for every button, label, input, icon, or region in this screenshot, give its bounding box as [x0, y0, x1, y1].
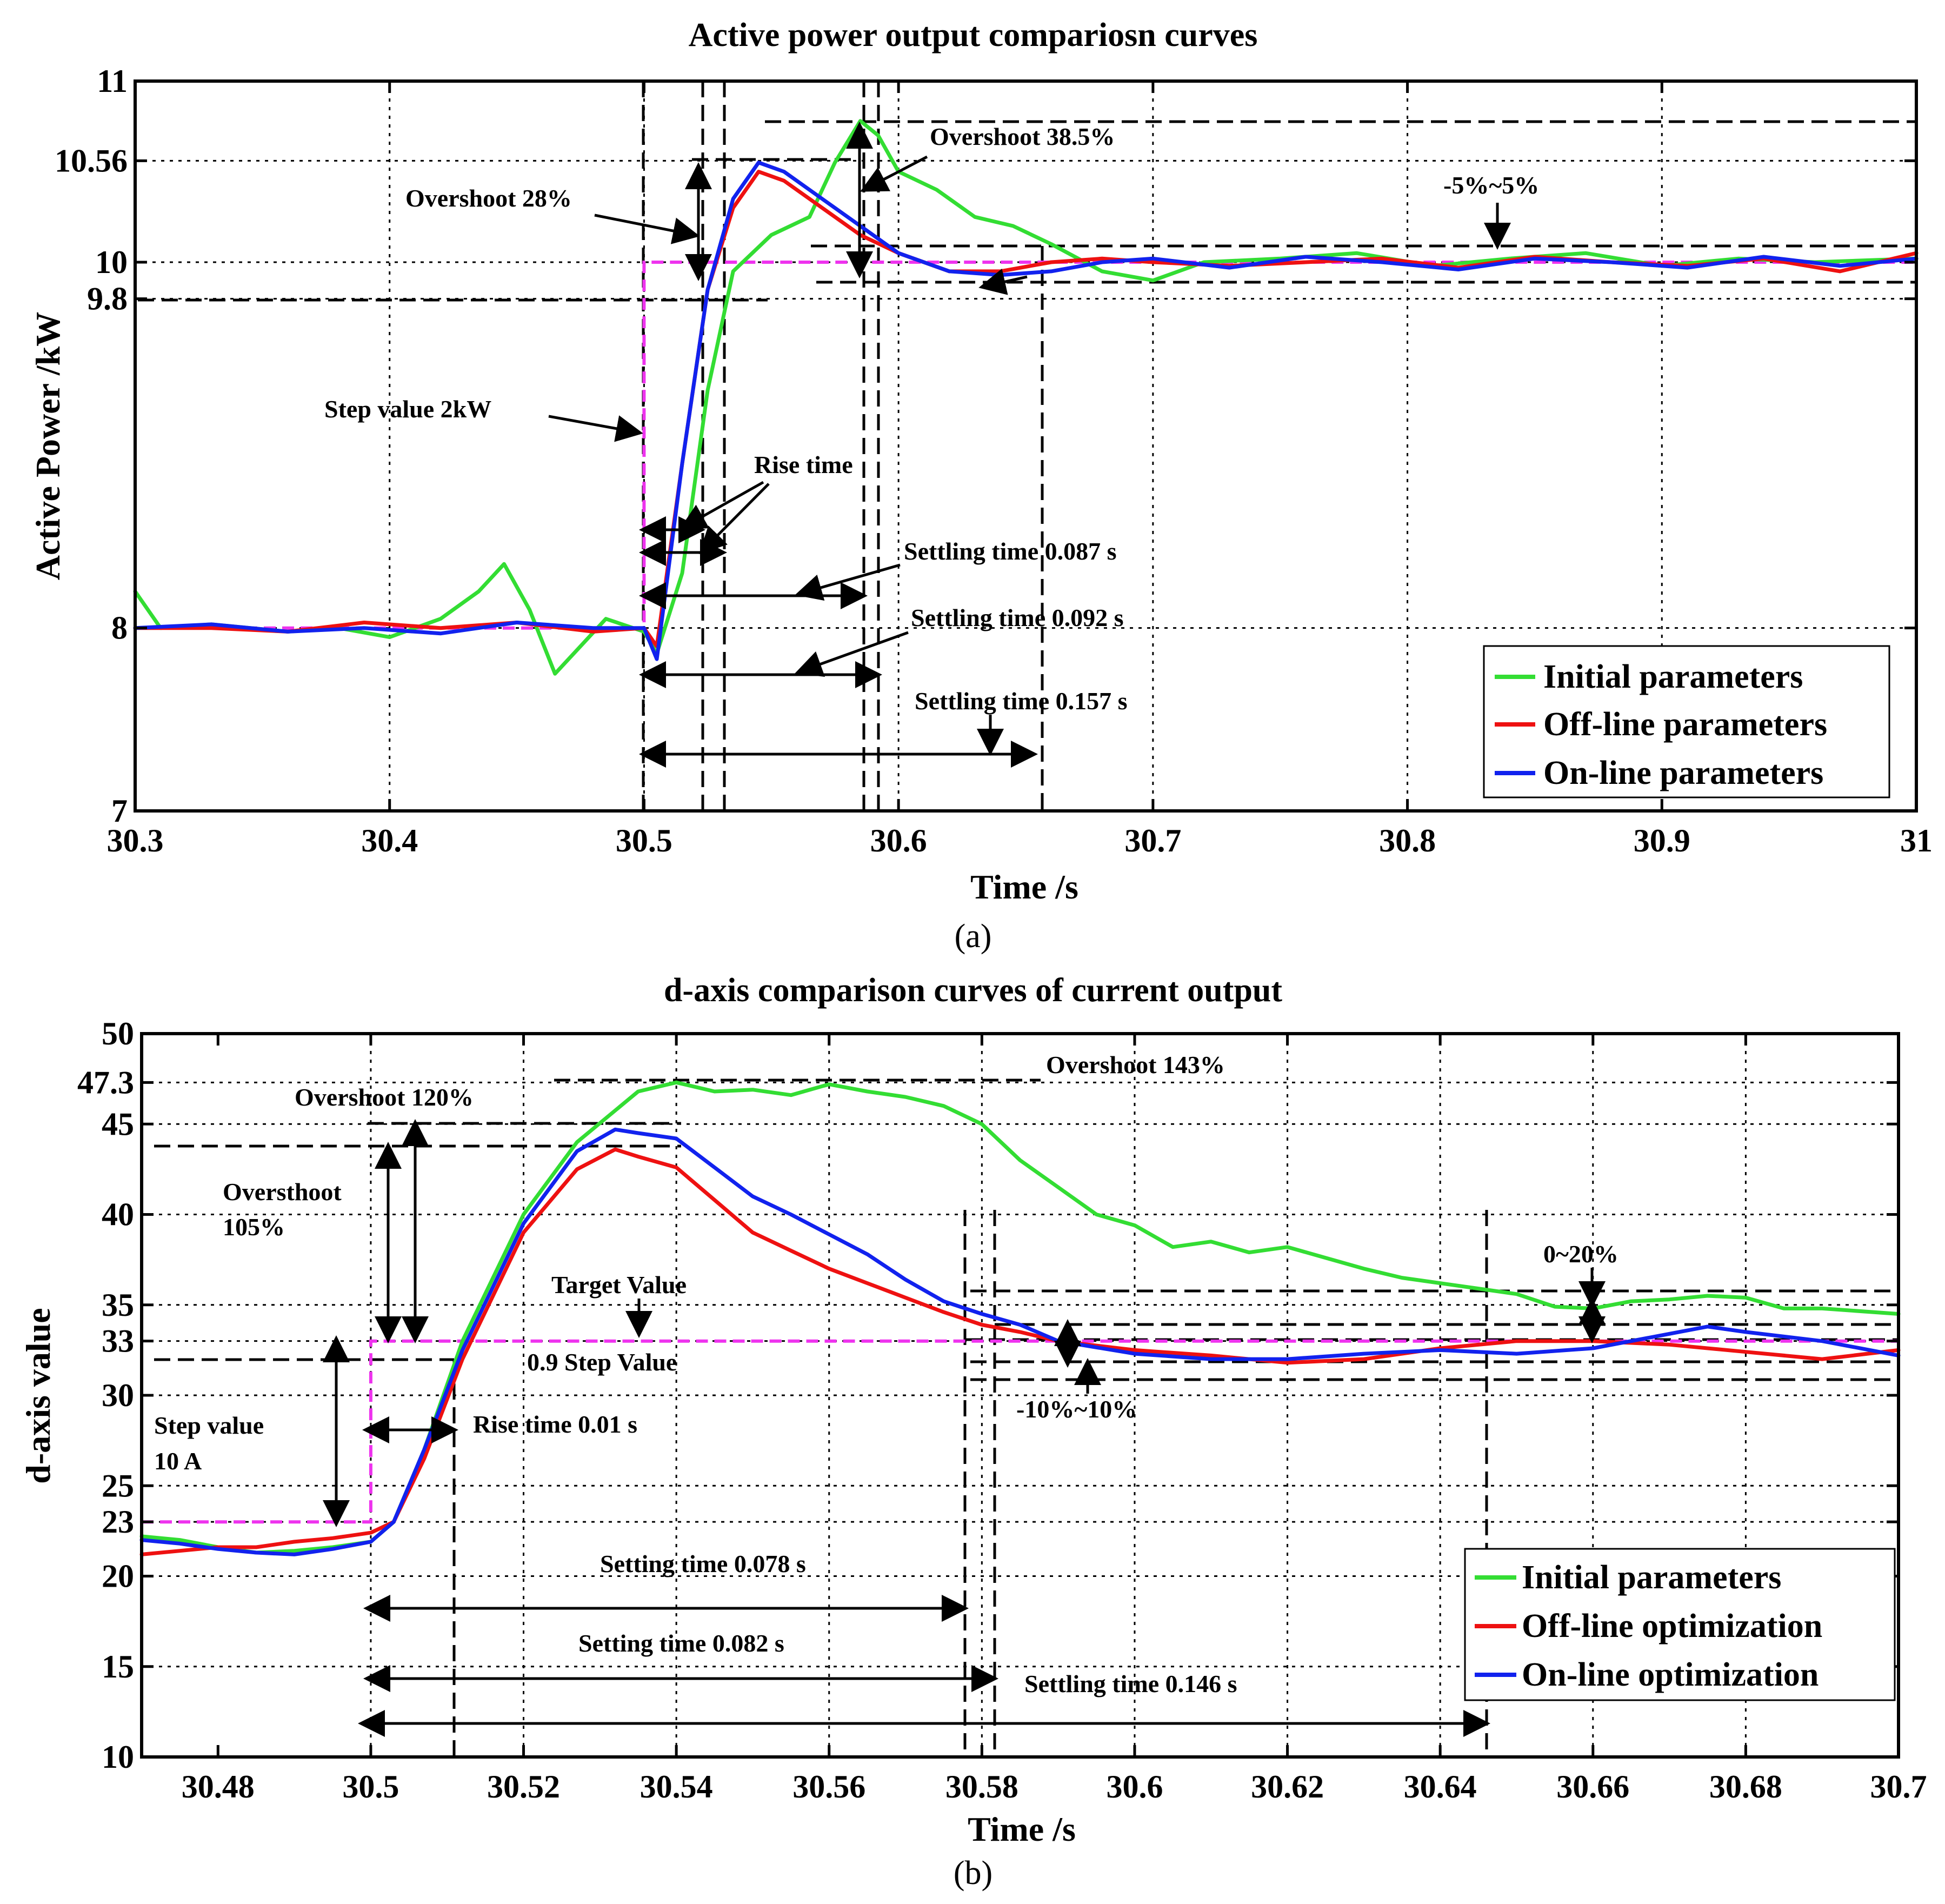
series-line-online: [133, 161, 1919, 661]
annotation-overshoot-28: Overshoot 28%: [405, 184, 572, 212]
y-tick-label: 11: [97, 63, 128, 99]
y-tick-label: 45: [102, 1106, 134, 1142]
annotation-overshoot-105-a: Oversthoot: [223, 1178, 342, 1206]
x-tick-label: 30.6: [1106, 1769, 1163, 1805]
annotation-settling-0-087: Settling time 0.087 s: [904, 537, 1117, 565]
x-tick-label: 30.68: [1709, 1769, 1782, 1805]
chart-b-curves: [139, 1080, 1901, 1556]
chart-a-title: Active power output compariosn curves: [689, 17, 1258, 54]
annotation-overshoot-38-5: Overshoot 38.5%: [930, 123, 1115, 150]
x-tick-label: 30.5: [616, 823, 672, 858]
annotation-settling-0-146: Settling time 0.146 s: [1024, 1670, 1237, 1697]
annotation-step-value: Step value 2kW: [324, 395, 491, 423]
legend-b-initial: Initial parameters: [1522, 1559, 1781, 1596]
annotation-rise-time: Rise time: [754, 451, 853, 478]
y-tick-label: 23: [102, 1504, 134, 1540]
annotation-settling-0-092: Settling time 0.092 s: [911, 604, 1124, 631]
chart-a-annotations: Overshoot 38.5% Overshoot 28% -5%~5% Ste…: [324, 122, 1539, 768]
chart-a-curves: [133, 119, 1919, 676]
annotation-setting-0-082: Setting time 0.082 s: [578, 1629, 784, 1657]
chart-a-x-ticks: 30.3 30.4 30.5 30.6 30.7 30.8 30.9 31: [107, 81, 1933, 858]
chart-a-x-label: Time /s: [970, 868, 1078, 906]
x-tick-label: 30.8: [1379, 823, 1436, 858]
y-tick-label: 9.8: [87, 281, 128, 317]
chart-b-annotations: Overshoot 143% Overshoot 120% Oversthoot…: [154, 1051, 1618, 1737]
series-line-initial: [139, 1080, 1901, 1555]
y-tick-label: 15: [102, 1649, 134, 1685]
x-tick-label: 30.5: [342, 1769, 399, 1805]
chart-a-plot-frame: [134, 79, 1918, 813]
y-tick-label: 20: [102, 1559, 134, 1594]
legend-b-offline: Off-line optimization: [1522, 1608, 1822, 1645]
x-tick-label: 30.9: [1634, 823, 1690, 858]
legend-a-online: On-line parameters: [1543, 755, 1823, 791]
annotation-settling-0-157: Settling time 0.157 s: [915, 687, 1128, 715]
legend-a-initial: Initial parameters: [1543, 658, 1803, 695]
y-tick-label: 8: [111, 610, 128, 646]
y-tick-label: 47.3: [77, 1064, 134, 1100]
y-tick-label: 25: [102, 1468, 134, 1503]
y-tick-label: 10.56: [55, 143, 128, 178]
x-tick-label: 30.64: [1404, 1769, 1477, 1805]
annotation-band-0-20: 0~20%: [1543, 1240, 1618, 1268]
panel-a-active-power: Active power output compariosn curves 30…: [29, 17, 1933, 955]
y-tick-label: 30: [102, 1377, 134, 1413]
x-tick-label: 30.4: [361, 823, 418, 858]
x-tick-label: 30.7: [1870, 1769, 1927, 1805]
chart-b-title: d-axis comparison curves of current outp…: [664, 972, 1282, 1009]
annotation-step-value-a: Step value: [154, 1412, 264, 1439]
annotation-rise-time: Rise time 0.01 s: [473, 1410, 637, 1438]
y-tick-label: 50: [102, 1016, 134, 1051]
chart-a-legend: Initial parameters Off-line parameters O…: [1483, 645, 1890, 798]
x-tick-label: 30.54: [640, 1769, 713, 1805]
legend-b-online: On-line optimization: [1522, 1656, 1819, 1693]
panel-b-d-axis: d-axis comparison curves of current outp…: [19, 972, 1927, 1892]
chart-a-y-label: Active Power /kW: [29, 312, 67, 580]
annotation-target-value: Target Value: [551, 1271, 687, 1299]
chart-b-x-ticks: 30.48 30.5 30.52 30.54 30.56 30.58 30.6 30.62 30…: [182, 1034, 1927, 1805]
y-tick-label: 35: [102, 1287, 134, 1323]
legend-a-offline: Off-line parameters: [1543, 706, 1827, 743]
annotation-band-5: -5%~5%: [1443, 171, 1539, 199]
chart-b-x-label: Time /s: [968, 1810, 1076, 1848]
series-line-offline: [139, 1147, 1901, 1556]
x-tick-label: 30.7: [1124, 823, 1181, 858]
y-tick-label: 40: [102, 1197, 134, 1233]
x-tick-label: 30.52: [487, 1769, 560, 1805]
x-tick-label: 30.62: [1251, 1769, 1324, 1805]
step-reference-line: [135, 261, 1916, 630]
x-tick-label: 30.66: [1556, 1769, 1629, 1805]
annotation-band-10: -10%~10%: [1016, 1395, 1137, 1423]
chart-b-y-label: d-axis value: [19, 1308, 57, 1483]
chart-a-y-ticks: 7 8 9.810 10.56 11: [55, 63, 1916, 829]
annotation-overshoot-143: Overshoot 143%: [1046, 1051, 1225, 1079]
y-tick-label: 10: [102, 1739, 134, 1775]
y-tick-label: 33: [102, 1323, 134, 1359]
series-line-online: [139, 1127, 1901, 1556]
x-tick-label: 30.48: [182, 1769, 255, 1805]
x-tick-label: 30.56: [792, 1769, 865, 1805]
y-tick-label: 10: [95, 244, 128, 280]
y-tick-label: 7: [111, 793, 128, 829]
x-tick-label: 30.58: [945, 1769, 1018, 1805]
annotation-setting-0-078: Setting time 0.078 s: [600, 1550, 806, 1577]
x-tick-label: 30.6: [870, 823, 927, 858]
chart-a-caption: (a): [955, 918, 992, 955]
x-tick-label: 31: [1900, 823, 1933, 858]
chart-b-legend: Initial parameters Off-line optimization…: [1464, 1548, 1896, 1701]
chart-b-caption: (b): [954, 1855, 993, 1892]
annotation-overshoot-105-b: 105%: [223, 1213, 285, 1241]
annotation-0-9-step-value: 0.9 Step Value: [527, 1348, 677, 1376]
x-tick-label: 30.3: [107, 823, 164, 858]
chart-a-step-reference: [135, 261, 1916, 630]
annotation-step-value-b: 10 A: [154, 1447, 202, 1475]
annotation-overshoot-120: Overshoot 120%: [295, 1083, 474, 1111]
